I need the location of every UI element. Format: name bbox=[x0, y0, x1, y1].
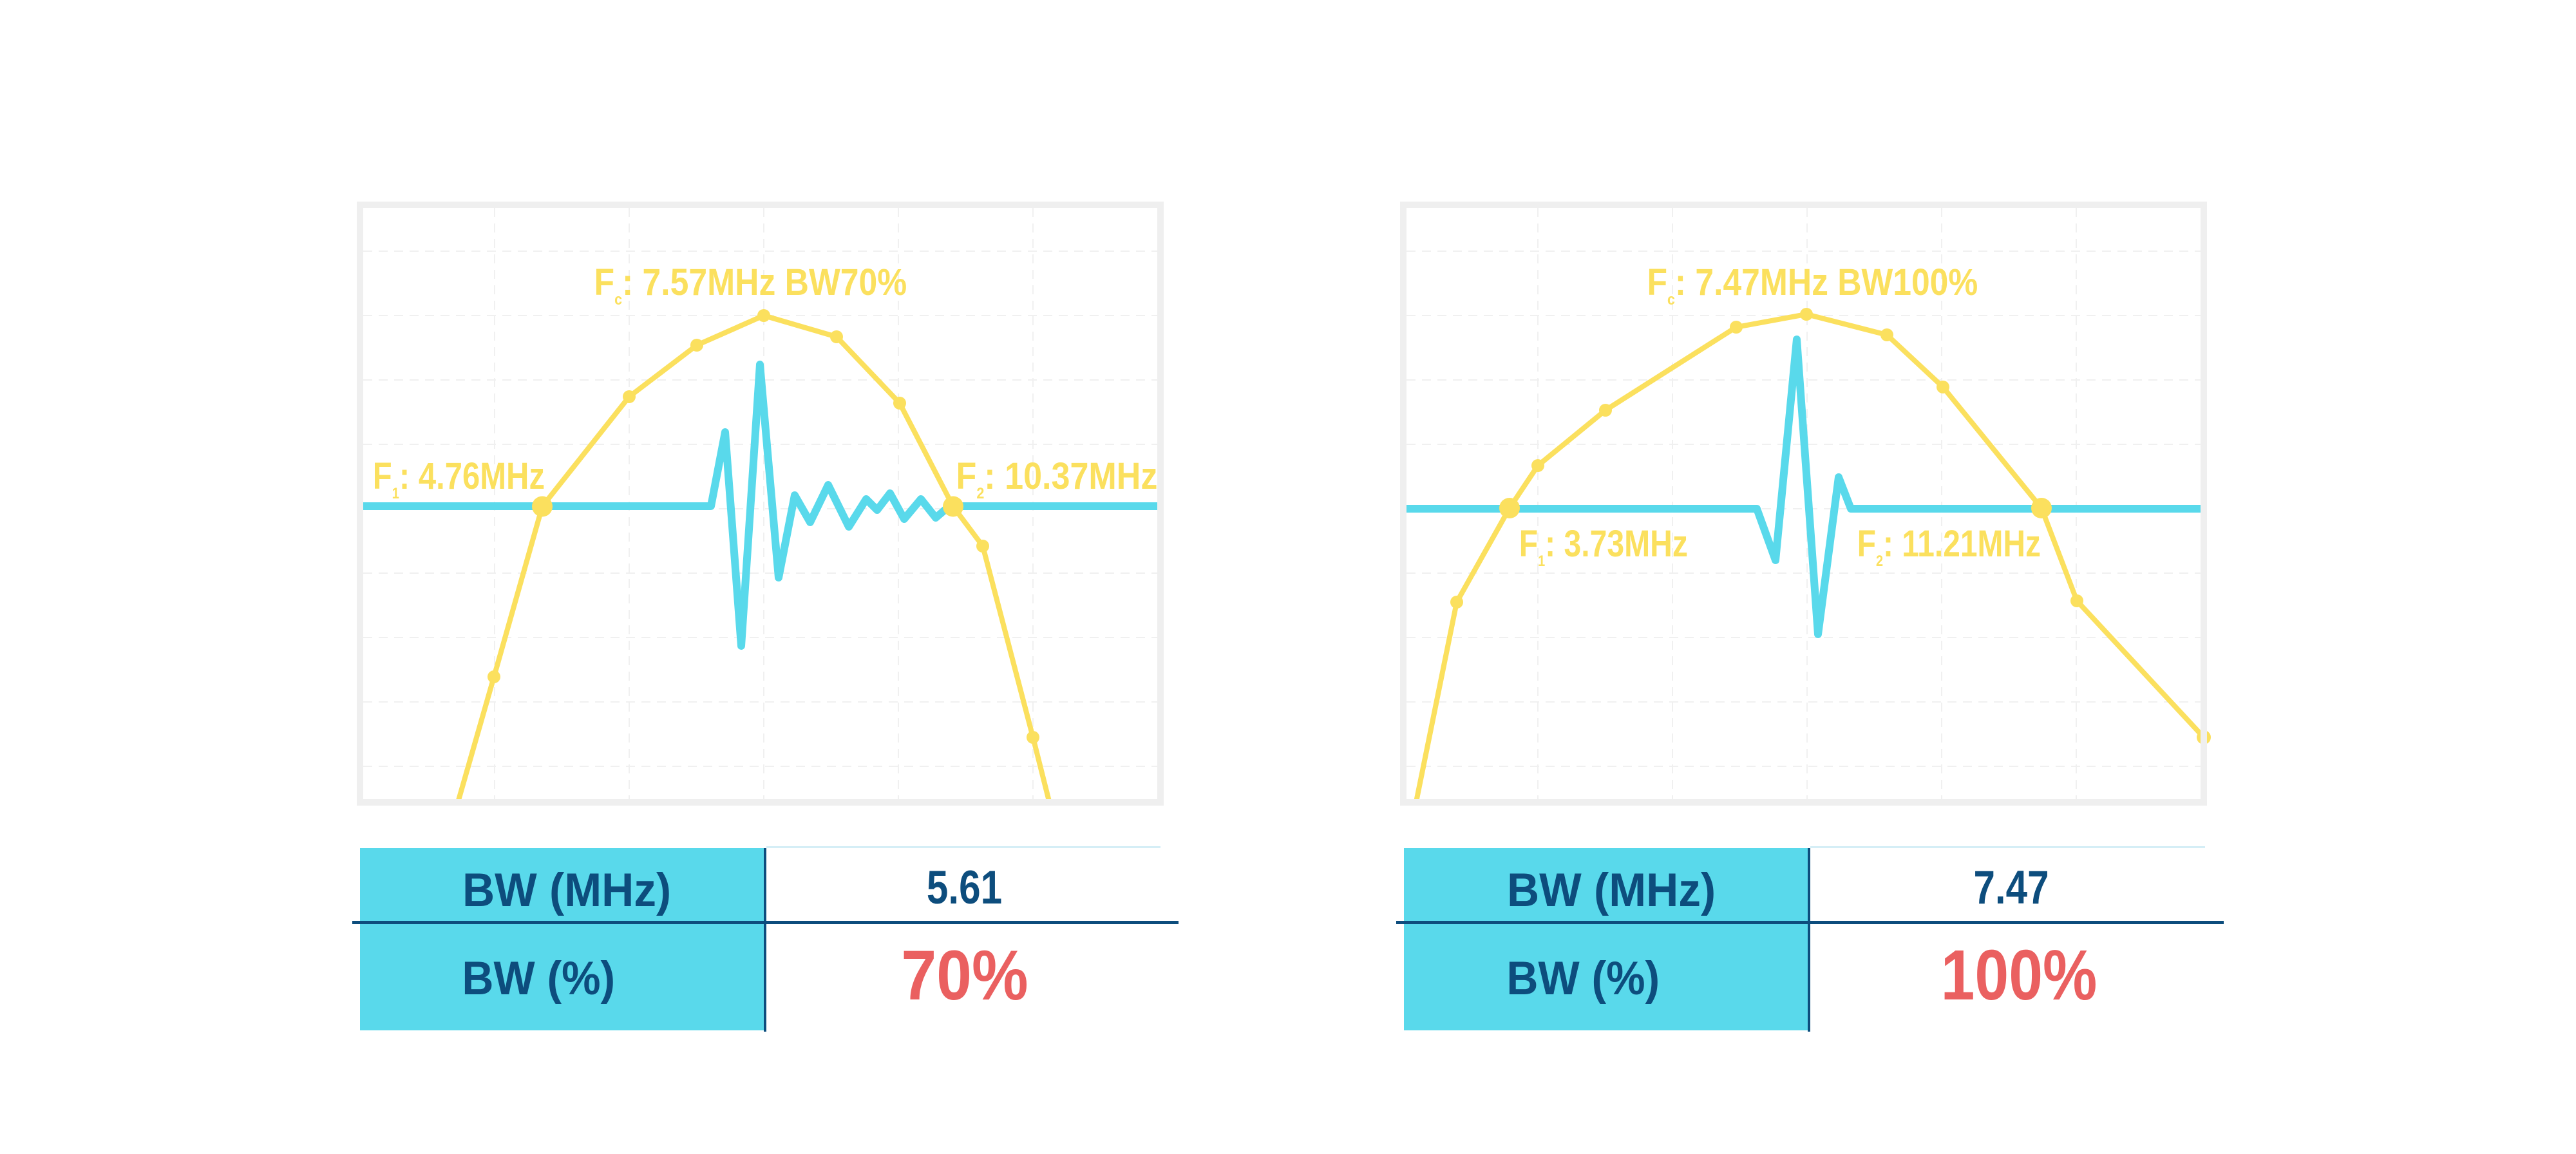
svg-text:BW (%): BW (%) bbox=[462, 952, 615, 1005]
svg-text:F2: 11.21MHz: F2: 11.21MHz bbox=[1857, 524, 2041, 570]
svg-text:100%: 100% bbox=[1941, 935, 2098, 1014]
svg-text:Fc: 7.57MHz BW70%: Fc: 7.57MHz BW70% bbox=[594, 261, 907, 308]
svg-text:F1: 3.73MHz: F1: 3.73MHz bbox=[1519, 524, 1688, 570]
svg-text:7.47: 7.47 bbox=[1973, 862, 2049, 914]
svg-text:F1: 4.76MHz: F1: 4.76MHz bbox=[373, 455, 545, 502]
svg-text:BW (%): BW (%) bbox=[1506, 952, 1660, 1005]
svg-text:5.61: 5.61 bbox=[927, 862, 1002, 914]
svg-text:70%: 70% bbox=[901, 936, 1028, 1015]
svg-text:BW (MHz): BW (MHz) bbox=[1507, 864, 1716, 916]
svg-text:BW (MHz): BW (MHz) bbox=[462, 864, 671, 916]
svg-text:F2: 10.37MHz: F2: 10.37MHz bbox=[956, 455, 1158, 502]
svg-text:Fc: 7.47MHz BW100%: Fc: 7.47MHz BW100% bbox=[1647, 261, 1978, 308]
